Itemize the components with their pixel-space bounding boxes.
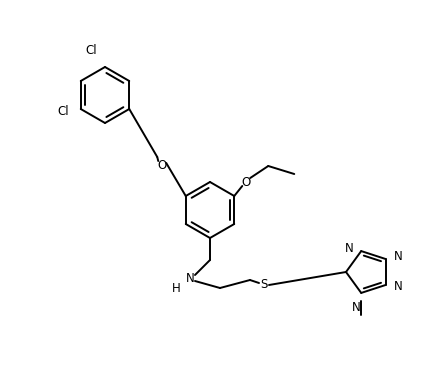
Text: Cl: Cl bbox=[57, 104, 69, 118]
Text: S: S bbox=[260, 279, 268, 292]
Text: H: H bbox=[172, 282, 180, 295]
Text: O: O bbox=[158, 158, 167, 172]
Text: N: N bbox=[394, 250, 402, 263]
Text: N: N bbox=[394, 280, 402, 293]
Text: N: N bbox=[186, 272, 194, 285]
Text: O: O bbox=[242, 175, 251, 188]
Text: N: N bbox=[352, 301, 361, 314]
Text: Cl: Cl bbox=[85, 44, 97, 57]
Text: N: N bbox=[344, 242, 353, 255]
